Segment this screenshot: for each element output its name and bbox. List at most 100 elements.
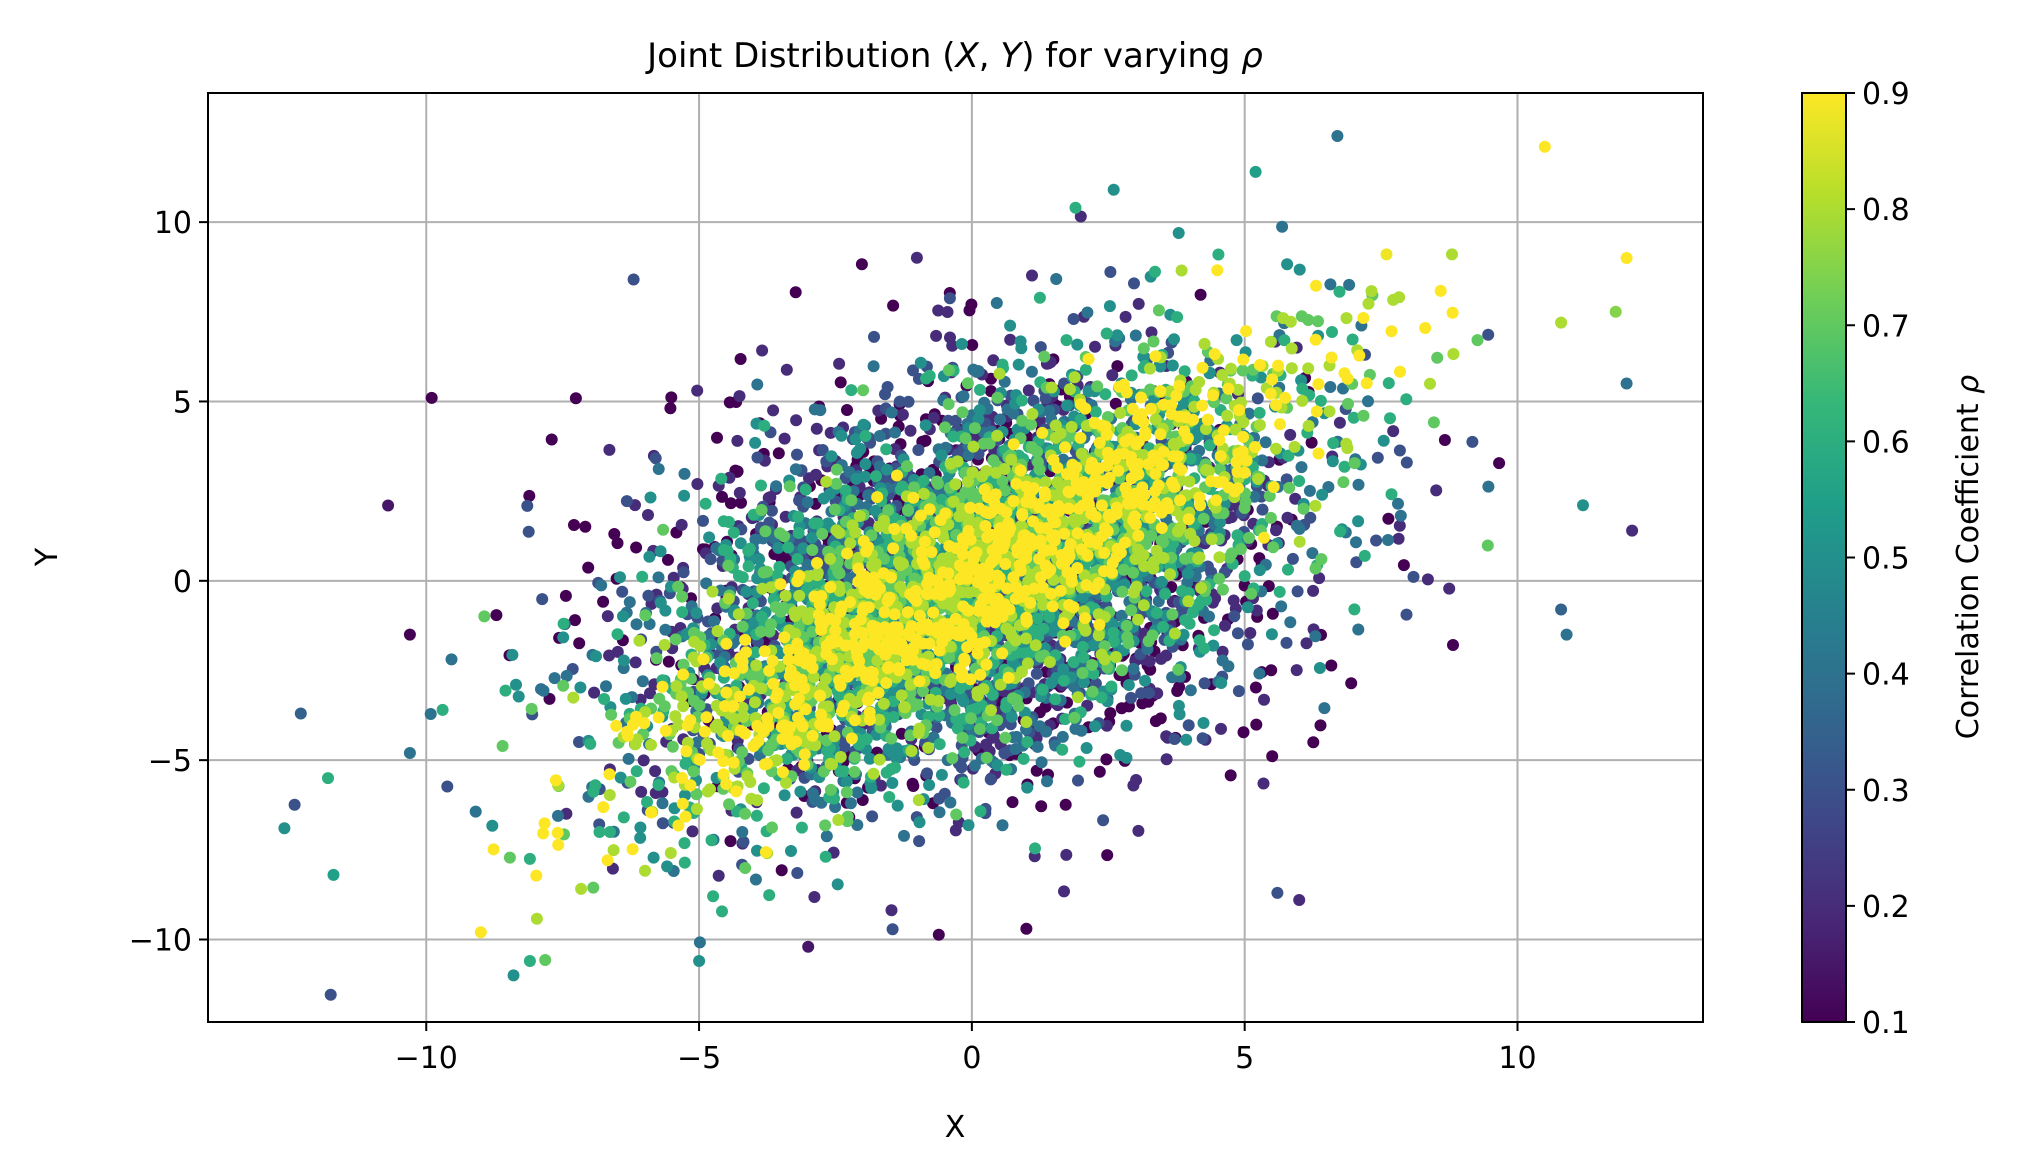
scatter-point	[1111, 360, 1124, 373]
scatter-point	[1315, 553, 1328, 566]
scatter-point	[792, 510, 805, 523]
scatter-point	[956, 406, 969, 419]
scatter-point	[1493, 457, 1506, 470]
scatter-point	[690, 788, 703, 801]
scatter-point	[986, 688, 999, 701]
scatter-point	[1466, 435, 1479, 448]
scatter-point	[676, 606, 689, 619]
scatter-point	[1154, 360, 1167, 373]
scatter-point	[441, 780, 454, 793]
scatter-point	[688, 626, 700, 639]
scatter-point	[677, 566, 690, 579]
scatter-point	[766, 821, 778, 834]
scatter-point	[913, 835, 926, 848]
scatter-point	[510, 678, 522, 691]
scatter-point	[1177, 397, 1190, 409]
scatter-point	[1342, 397, 1354, 410]
scatter-point	[1031, 612, 1044, 625]
scatter-point	[974, 805, 987, 818]
scatter-point	[990, 297, 1003, 309]
scatter-point	[1273, 585, 1286, 598]
scatter-point	[996, 475, 1009, 487]
scatter-point	[790, 806, 803, 819]
scatter-point	[1107, 626, 1120, 639]
scatter-point	[839, 484, 852, 497]
scatter-point	[1000, 763, 1013, 776]
scatter-point	[792, 527, 805, 539]
scatter-point	[624, 775, 637, 788]
scatter-point	[785, 845, 797, 857]
scatter-point	[907, 780, 920, 792]
scatter-point	[1370, 534, 1383, 547]
scatter-point	[662, 655, 675, 668]
scatter-point	[724, 835, 737, 848]
scatter-point	[661, 860, 674, 873]
scatter-point	[636, 675, 649, 688]
scatter-point	[1105, 680, 1118, 693]
scatter-point	[1357, 409, 1370, 422]
scatter-point	[1259, 436, 1272, 449]
scatter-point	[883, 791, 896, 803]
scatter-point	[1216, 654, 1229, 667]
scatter-point	[1136, 697, 1149, 710]
scatter-point	[503, 851, 516, 864]
scatter-point	[1039, 700, 1052, 713]
scatter-point	[1232, 685, 1245, 698]
scatter-point	[1471, 334, 1484, 347]
scatter-point	[1050, 273, 1063, 285]
scatter-point	[948, 704, 961, 717]
scatter-point	[775, 864, 788, 877]
scatter-point	[1251, 392, 1264, 405]
scatter-point	[1312, 315, 1324, 328]
scatter-point	[731, 434, 744, 447]
scatter-point	[1120, 619, 1133, 632]
scatter-point	[736, 826, 749, 838]
scatter-point	[1032, 456, 1044, 469]
scatter-point	[901, 460, 913, 473]
scatter-point	[891, 799, 904, 812]
scatter-point	[1421, 573, 1434, 586]
scatter-point	[885, 732, 898, 745]
scatter-point	[782, 541, 795, 554]
scatter-point	[1004, 319, 1017, 332]
scatter-point	[1101, 849, 1114, 862]
scatter-point	[1400, 608, 1413, 621]
scatter-point	[944, 331, 956, 344]
scatter-point	[557, 679, 570, 692]
scatter-point	[1352, 623, 1365, 636]
scatter-point	[898, 829, 910, 842]
scatter-point	[757, 782, 770, 795]
scatter-point	[1074, 210, 1087, 223]
scatter-point	[956, 731, 969, 744]
scatter-point	[557, 617, 570, 630]
scatter-point	[935, 768, 948, 781]
scatter-point	[1236, 364, 1249, 377]
scatter-point	[582, 561, 595, 574]
scatter-point	[1239, 496, 1252, 508]
scatter-point	[1203, 439, 1216, 452]
scatter-point	[801, 496, 814, 509]
scatter-point	[1010, 694, 1023, 706]
scatter-point	[851, 786, 864, 799]
scatter-point	[1382, 512, 1395, 525]
scatter-point	[569, 392, 582, 405]
scatter-point	[944, 688, 957, 700]
scatter-point	[1089, 720, 1101, 733]
scatter-point	[999, 731, 1012, 744]
scatter-point	[746, 597, 759, 610]
scatter-point	[1280, 636, 1293, 649]
scatter-point	[496, 740, 509, 752]
scatter-point	[611, 537, 624, 550]
scatter-point	[1293, 475, 1306, 487]
scatter-point	[1193, 634, 1206, 647]
scatter-point	[838, 740, 851, 753]
scatter-point	[639, 609, 652, 622]
scatter-point	[691, 478, 704, 490]
scatter-point	[1192, 429, 1205, 442]
scatter-point	[605, 708, 618, 721]
scatter-point	[763, 889, 776, 902]
scatter-point	[522, 525, 535, 538]
scatter-point	[736, 701, 749, 714]
scatter-point	[617, 654, 630, 667]
